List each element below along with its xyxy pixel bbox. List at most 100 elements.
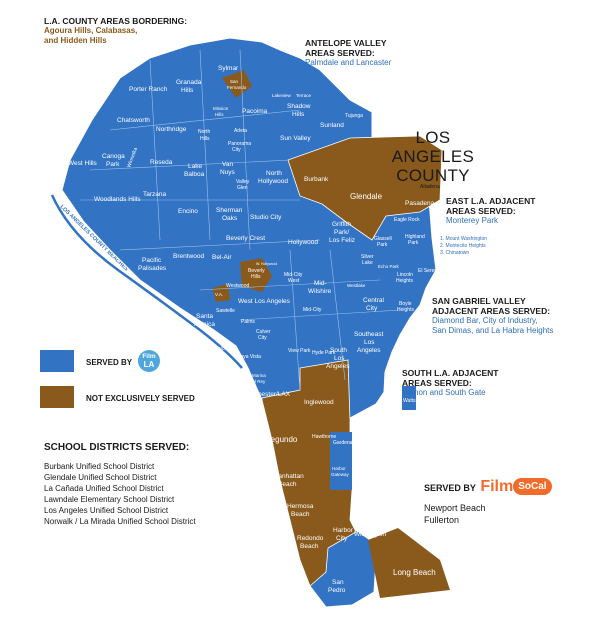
label-boyle-1: Boyle [399,301,412,307]
label-mdr-2: del Rey [250,379,266,384]
label-south-2: Los [334,355,345,362]
label-tarzana: Tarzana [143,191,167,198]
socal-cities: Newport Beach Fullerton [424,502,552,526]
harbor-gateway [330,432,352,490]
label-lake-2: Balboa [184,171,205,178]
county-title: LOS ANGELES COUNTY [378,128,488,185]
beaches-coastline [50,194,243,369]
label-se-2: Los [364,339,375,346]
antelope-block: ANTELOPE VALLEY AREAS SERVED: Palmdale a… [305,38,391,68]
label-glassell-2: Park [377,242,388,248]
label-nh-2: Hollywood [258,178,288,185]
long-beach-area [368,528,450,598]
socal-served-by: SERVED BY [424,483,476,493]
label-redondo-1: Redondo [297,535,324,542]
label-sherman-1: Sherman [216,207,243,214]
label-hollywood: Hollywood [288,239,318,246]
label-tujunga: Tujunga [345,113,363,119]
label-boyle-2: Heights [397,307,414,313]
label-encino: Encino [178,208,198,215]
label-bh-1: Beverly [248,268,265,274]
school-item: La Cañada Unified School District [44,484,164,493]
label-echo: Echo Park [378,264,400,269]
beverly-hills-area [240,258,272,292]
label-sanpedro-2: Pedro [328,587,346,594]
label-van-1: Van [222,161,233,168]
east-la-heading-2: AREAS SERVED: [446,206,516,216]
label-cc-2: City [258,335,267,341]
label-north-hills-1: North [198,129,210,135]
label-pacific-2: Palisades [138,265,167,272]
label-san-fernando-1: San [230,79,239,84]
label-belair: Bel-Air [212,254,232,261]
label-shadow-2: Hills [292,111,305,118]
label-mcw-1: Mid-City [284,272,303,278]
sgv-line1: Diamond Bar, City of Industry, [432,316,538,325]
school-item: Los Angeles Unified School District [44,506,169,515]
label-panorama-1: Panorama [228,141,251,147]
east-la-value: Monterey Park [446,216,499,225]
label-south-1: South [330,347,347,354]
legend-served-swatch [40,350,74,372]
label-lakeview: Lakeview [272,93,292,98]
county-title-line1: LOS ANGELES [391,128,475,166]
label-panorama-2: City [232,147,241,153]
label-gardena: Gardena [333,440,353,446]
neighborhood-lines [80,49,401,391]
label-valley-2: Glen [237,185,248,191]
label-canoga-2: Park [106,161,120,168]
socal-film-wordmark: Film [480,478,514,495]
label-sawtelle: Sawtelle [216,308,235,314]
label-glendale: Glendale [350,192,383,201]
antelope-heading-1: ANTELOPE VALLEY [305,38,387,48]
label-hawthorne: Hawthorne [312,434,336,440]
label-sun-valley: Sun Valley [280,135,311,142]
bordering-line1: Agoura Hills, Calabasas, [44,26,138,35]
numbered-item: 2. Montecito Heights [440,243,486,249]
label-burbank: Burbank [304,176,329,183]
label-mcw-2: West [288,278,300,284]
label-silver-1: Silver [361,254,374,260]
label-mission-2: Hills [215,112,224,117]
label-west-hills: West Hills [68,160,98,167]
label-pacoima: Pacoima [242,108,268,115]
label-altadena: Altadena [420,184,440,190]
socal-city: Newport Beach [424,503,486,513]
east-la-heading-1: EAST L.A. ADJACENT [446,196,536,206]
label-playa: Playa Vista [236,354,261,360]
label-terrace: Terrace [296,93,312,98]
schools-block: SCHOOL DISTRICTS SERVED: Burbank Unified… [44,442,196,527]
legend-not-served-swatch [40,386,74,408]
label-santa-1: Santa [196,313,213,320]
label-granada-1: Granada [176,79,202,86]
label-sherman-2: Oaks [222,215,238,222]
school-item: Lawndale Elementary School District [44,495,175,504]
label-north-hills-2: Hills [200,136,210,142]
label-highland-2: Park [408,240,419,246]
label-harbor-1: Harbor [332,466,346,471]
label-wilmington: Wilmington [354,531,387,538]
label-hermosa-2: Beach [291,511,310,518]
label-central-2: City [366,305,378,312]
sgv-heading-2: ADJACENT AREAS SERVED: [432,306,551,316]
label-chatsworth: Chatsworth [117,117,150,124]
label-mid-2: Wilshire [308,288,331,295]
label-van-2: Nuys [220,169,236,176]
label-elsegundo: El Segundo [256,435,298,444]
label-lincoln-1: Lincoln [397,272,413,278]
label-mission-1: Mission [213,106,229,111]
bordering-heading: L.A. COUNTY AREAS BORDERING: [44,16,188,26]
label-mid-1: Mid- [314,280,327,287]
label-sylmar: Sylmar [218,65,239,72]
south-la-heading-1: SOUTH L.A. ADJACENT [402,368,499,378]
label-studio: Studio City [250,214,282,221]
schools-list: Burbank Unified School District Glendale… [44,461,196,527]
label-bh-2: Hills [251,274,261,280]
label-santa-2: Monica [194,321,215,328]
label-westlake: Westlake [347,283,366,288]
label-manhattan-1: Manhattan [273,473,304,480]
label-cc-1: Culver [256,329,271,335]
sgv-line2: San Dimas, and La Habra Heights [432,326,554,335]
legend-not-served-label: NOT EXCLUSIVELY SERVED [86,394,195,403]
burbank-glendale-area [287,135,443,241]
